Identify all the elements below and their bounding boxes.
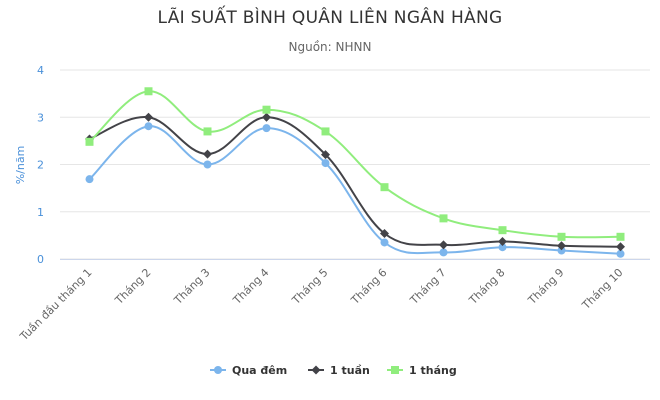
legend-label: 1 tháng bbox=[409, 364, 457, 377]
series-0 bbox=[85, 122, 625, 258]
data-point[interactable] bbox=[498, 226, 507, 235]
x-tick-label: Tháng 5 bbox=[289, 266, 331, 308]
x-tick-label: Tháng 4 bbox=[230, 266, 272, 308]
data-point[interactable] bbox=[85, 137, 94, 146]
data-point[interactable] bbox=[498, 237, 507, 247]
legend[interactable]: Qua đêm 1 tuần 1 tháng bbox=[210, 364, 457, 377]
data-point[interactable] bbox=[380, 228, 389, 238]
data-point[interactable] bbox=[321, 159, 330, 168]
data-point[interactable] bbox=[557, 246, 566, 255]
data-point[interactable] bbox=[203, 160, 212, 169]
chart-title: LÃI SUẤT BÌNH QUÂN LIÊN NGÂN HÀNG bbox=[157, 8, 503, 28]
data-point[interactable] bbox=[203, 149, 212, 159]
data-point[interactable] bbox=[616, 249, 625, 258]
data-point[interactable] bbox=[616, 232, 625, 241]
data-point[interactable] bbox=[85, 175, 94, 184]
legend-label: 1 tuần bbox=[330, 364, 370, 377]
series-line bbox=[89, 116, 621, 248]
y-tick-label: 4 bbox=[37, 64, 44, 77]
data-point[interactable] bbox=[262, 124, 271, 133]
x-tick-label: Tháng 8 bbox=[466, 266, 508, 308]
y-tick-label: 0 bbox=[37, 253, 44, 266]
x-axis-ticks: Tuần đầu tháng 1 Tháng 2 Tháng 3 Tháng 4 Thá… bbox=[17, 266, 626, 344]
series-layer bbox=[85, 87, 625, 258]
data-point[interactable] bbox=[498, 243, 507, 252]
data-point[interactable] bbox=[380, 238, 389, 247]
grid-layer bbox=[60, 69, 650, 260]
legend-item[interactable]: 1 tháng bbox=[387, 364, 457, 377]
data-point[interactable] bbox=[144, 87, 153, 96]
x-tick-label: Tháng 3 bbox=[171, 266, 213, 308]
x-tick-label: Tháng 2 bbox=[112, 266, 154, 308]
y-axis-title: %/năm bbox=[14, 146, 27, 185]
legend-marker[interactable] bbox=[214, 366, 222, 374]
legend-item[interactable]: Qua đêm bbox=[210, 364, 287, 377]
y-axis-ticks: 0 1 2 3 4 bbox=[37, 64, 44, 266]
series-line bbox=[88, 90, 621, 239]
x-tick-label: Tháng 7 bbox=[407, 266, 449, 308]
y-tick-label: 2 bbox=[37, 159, 44, 172]
y-tick-label: 1 bbox=[37, 206, 44, 219]
data-point[interactable] bbox=[203, 127, 212, 136]
data-point[interactable] bbox=[439, 240, 448, 250]
data-point[interactable] bbox=[144, 112, 153, 122]
data-point[interactable] bbox=[380, 183, 389, 192]
data-point[interactable] bbox=[616, 242, 625, 252]
data-point[interactable] bbox=[321, 150, 330, 160]
x-tick-label: Tháng 9 bbox=[525, 266, 567, 308]
chart-subtitle: Nguồn: NHNN bbox=[288, 40, 372, 54]
legend-marker[interactable] bbox=[391, 366, 399, 374]
data-point[interactable] bbox=[439, 248, 448, 257]
x-tick-label: Tuần đầu tháng 1 bbox=[17, 266, 95, 344]
data-point[interactable] bbox=[144, 122, 153, 131]
data-point[interactable] bbox=[439, 214, 448, 223]
y-tick-label: 3 bbox=[37, 111, 44, 124]
data-point[interactable] bbox=[557, 232, 566, 241]
data-point[interactable] bbox=[262, 105, 271, 114]
data-point[interactable] bbox=[557, 241, 566, 251]
data-point[interactable] bbox=[321, 127, 330, 136]
data-point[interactable] bbox=[262, 112, 271, 122]
x-tick-label: Tháng 6 bbox=[348, 266, 390, 308]
legend-marker[interactable] bbox=[311, 365, 321, 375]
series-line bbox=[88, 125, 621, 255]
x-tick-label: Tháng 10 bbox=[579, 266, 626, 313]
series-2 bbox=[85, 87, 625, 241]
legend-label: Qua đêm bbox=[232, 364, 287, 377]
legend-item[interactable]: 1 tuần bbox=[308, 364, 370, 377]
